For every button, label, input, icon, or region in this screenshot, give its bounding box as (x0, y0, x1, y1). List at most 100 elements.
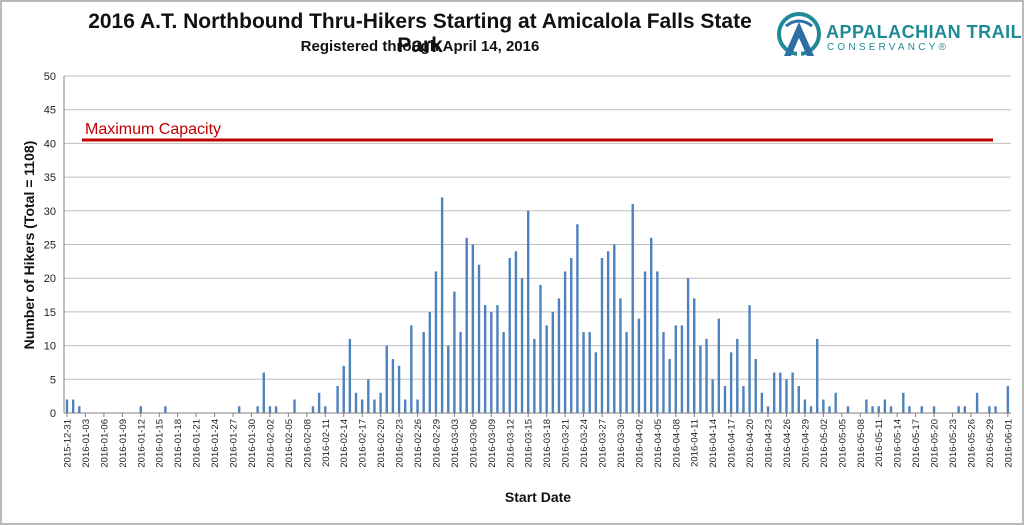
bar (889, 406, 893, 413)
bar (391, 359, 395, 413)
bar (705, 338, 708, 413)
x-tick-label: 2016-02-23 (395, 419, 406, 468)
bar (256, 406, 259, 413)
bar (360, 399, 364, 413)
x-tick-label: 2016-01-06 (99, 419, 110, 468)
bar (742, 386, 745, 413)
x-tick-label: 2016-01-15 (155, 419, 166, 468)
bar (662, 332, 665, 413)
bar (490, 311, 493, 413)
x-tick-label: 2016-03-21 (561, 419, 572, 468)
bar (477, 264, 481, 413)
bar (293, 399, 296, 413)
x-tick-label: 2016-04-26 (782, 419, 793, 468)
x-tick-label: 2016-03-18 (542, 419, 553, 468)
bar (699, 345, 702, 413)
y-tick-label: 10 (44, 341, 56, 353)
chart-title: 2016 A.T. Northbound Thru-Hikers Startin… (88, 10, 752, 57)
bar (317, 392, 321, 413)
bar (71, 399, 75, 413)
x-tick-label: 2016-02-20 (376, 419, 387, 468)
bar (404, 399, 407, 413)
bar (600, 257, 604, 413)
bar (865, 399, 868, 413)
x-tick-label: 2016-03-06 (468, 419, 479, 468)
bar (342, 365, 345, 413)
bar (262, 372, 265, 413)
bar (557, 298, 561, 413)
x-tick-label: 2016-05-11 (874, 419, 885, 467)
bar (164, 406, 167, 413)
bar (779, 372, 782, 413)
x-tick-label: 2016-01-09 (118, 419, 129, 468)
bar (723, 386, 727, 413)
bar (766, 406, 770, 413)
bar (440, 197, 444, 413)
bar (563, 271, 567, 413)
bar (828, 406, 831, 413)
bar (139, 406, 142, 413)
bar (908, 406, 911, 413)
bar (625, 332, 628, 413)
x-tick-label: 2016-03-12 (505, 419, 516, 468)
bar (656, 271, 659, 413)
x-tick-label: 2016-02-11 (321, 419, 332, 467)
bar (336, 386, 339, 413)
bar (274, 406, 278, 413)
bar (809, 406, 813, 413)
y-tick-label: 35 (44, 172, 56, 184)
bar (693, 298, 696, 413)
bar (631, 204, 634, 413)
bar (422, 332, 425, 413)
bar (637, 318, 641, 413)
x-tick-label: 2016-03-27 (597, 419, 608, 468)
x-tick-label: 2016-04-14 (708, 419, 719, 468)
annotations: Maximum Capacity (82, 121, 993, 142)
bar (434, 271, 438, 413)
x-tick-label: 2016-02-08 (302, 419, 313, 468)
x-tick-label: 2016-05-14 (893, 419, 904, 468)
x-tick-label: 2016-05-08 (856, 419, 867, 468)
bar (668, 359, 671, 413)
bar (447, 345, 450, 413)
bar (65, 399, 69, 413)
x-tick-label: 2016-05-05 (837, 419, 848, 468)
logo-line1: APPALACHIAN TRAIL (826, 22, 1023, 42)
bar (613, 244, 616, 413)
y-tick-label: 50 (44, 71, 56, 83)
bar (428, 311, 432, 413)
y-tick-label: 15 (44, 307, 56, 319)
bar (729, 352, 733, 413)
bar (459, 332, 462, 413)
bar (539, 284, 542, 413)
bar (520, 278, 524, 413)
x-tick-label: 2016-03-15 (524, 419, 535, 468)
bar (760, 392, 764, 413)
x-tick-label: 2016-01-18 (173, 419, 184, 468)
bar (803, 399, 807, 413)
x-tick-label: 2016-03-09 (487, 419, 498, 468)
x-tick-label: 2016-02-02 (265, 419, 276, 468)
x-axis-ticks: 2015-12-31 2016-01-03 2016-01-06 2016-01-09… (63, 413, 1014, 468)
x-tick-label: 2016-01-12 (136, 419, 147, 468)
x-tick-label: 2016-02-17 (358, 419, 369, 468)
x-tick-label: 2016-01-24 (210, 419, 221, 468)
bar (686, 278, 690, 413)
bar (877, 406, 880, 413)
x-tick-label: 2015-12-31 (63, 419, 74, 468)
x-tick-label: 2016-02-05 (284, 419, 295, 468)
x-tick-label: 2016-06-01 (1003, 419, 1014, 468)
x-tick-label: 2016-05-20 (930, 419, 941, 468)
bar (582, 332, 585, 413)
bar (711, 379, 714, 413)
bar (576, 224, 579, 413)
bar (453, 291, 456, 413)
y-tick-label: 20 (44, 273, 56, 285)
bar (588, 332, 591, 413)
bar (785, 379, 788, 413)
x-tick-label: 2016-05-23 (948, 419, 959, 468)
x-tick-label: 2016-04-11 (690, 419, 701, 467)
bar (348, 338, 352, 413)
